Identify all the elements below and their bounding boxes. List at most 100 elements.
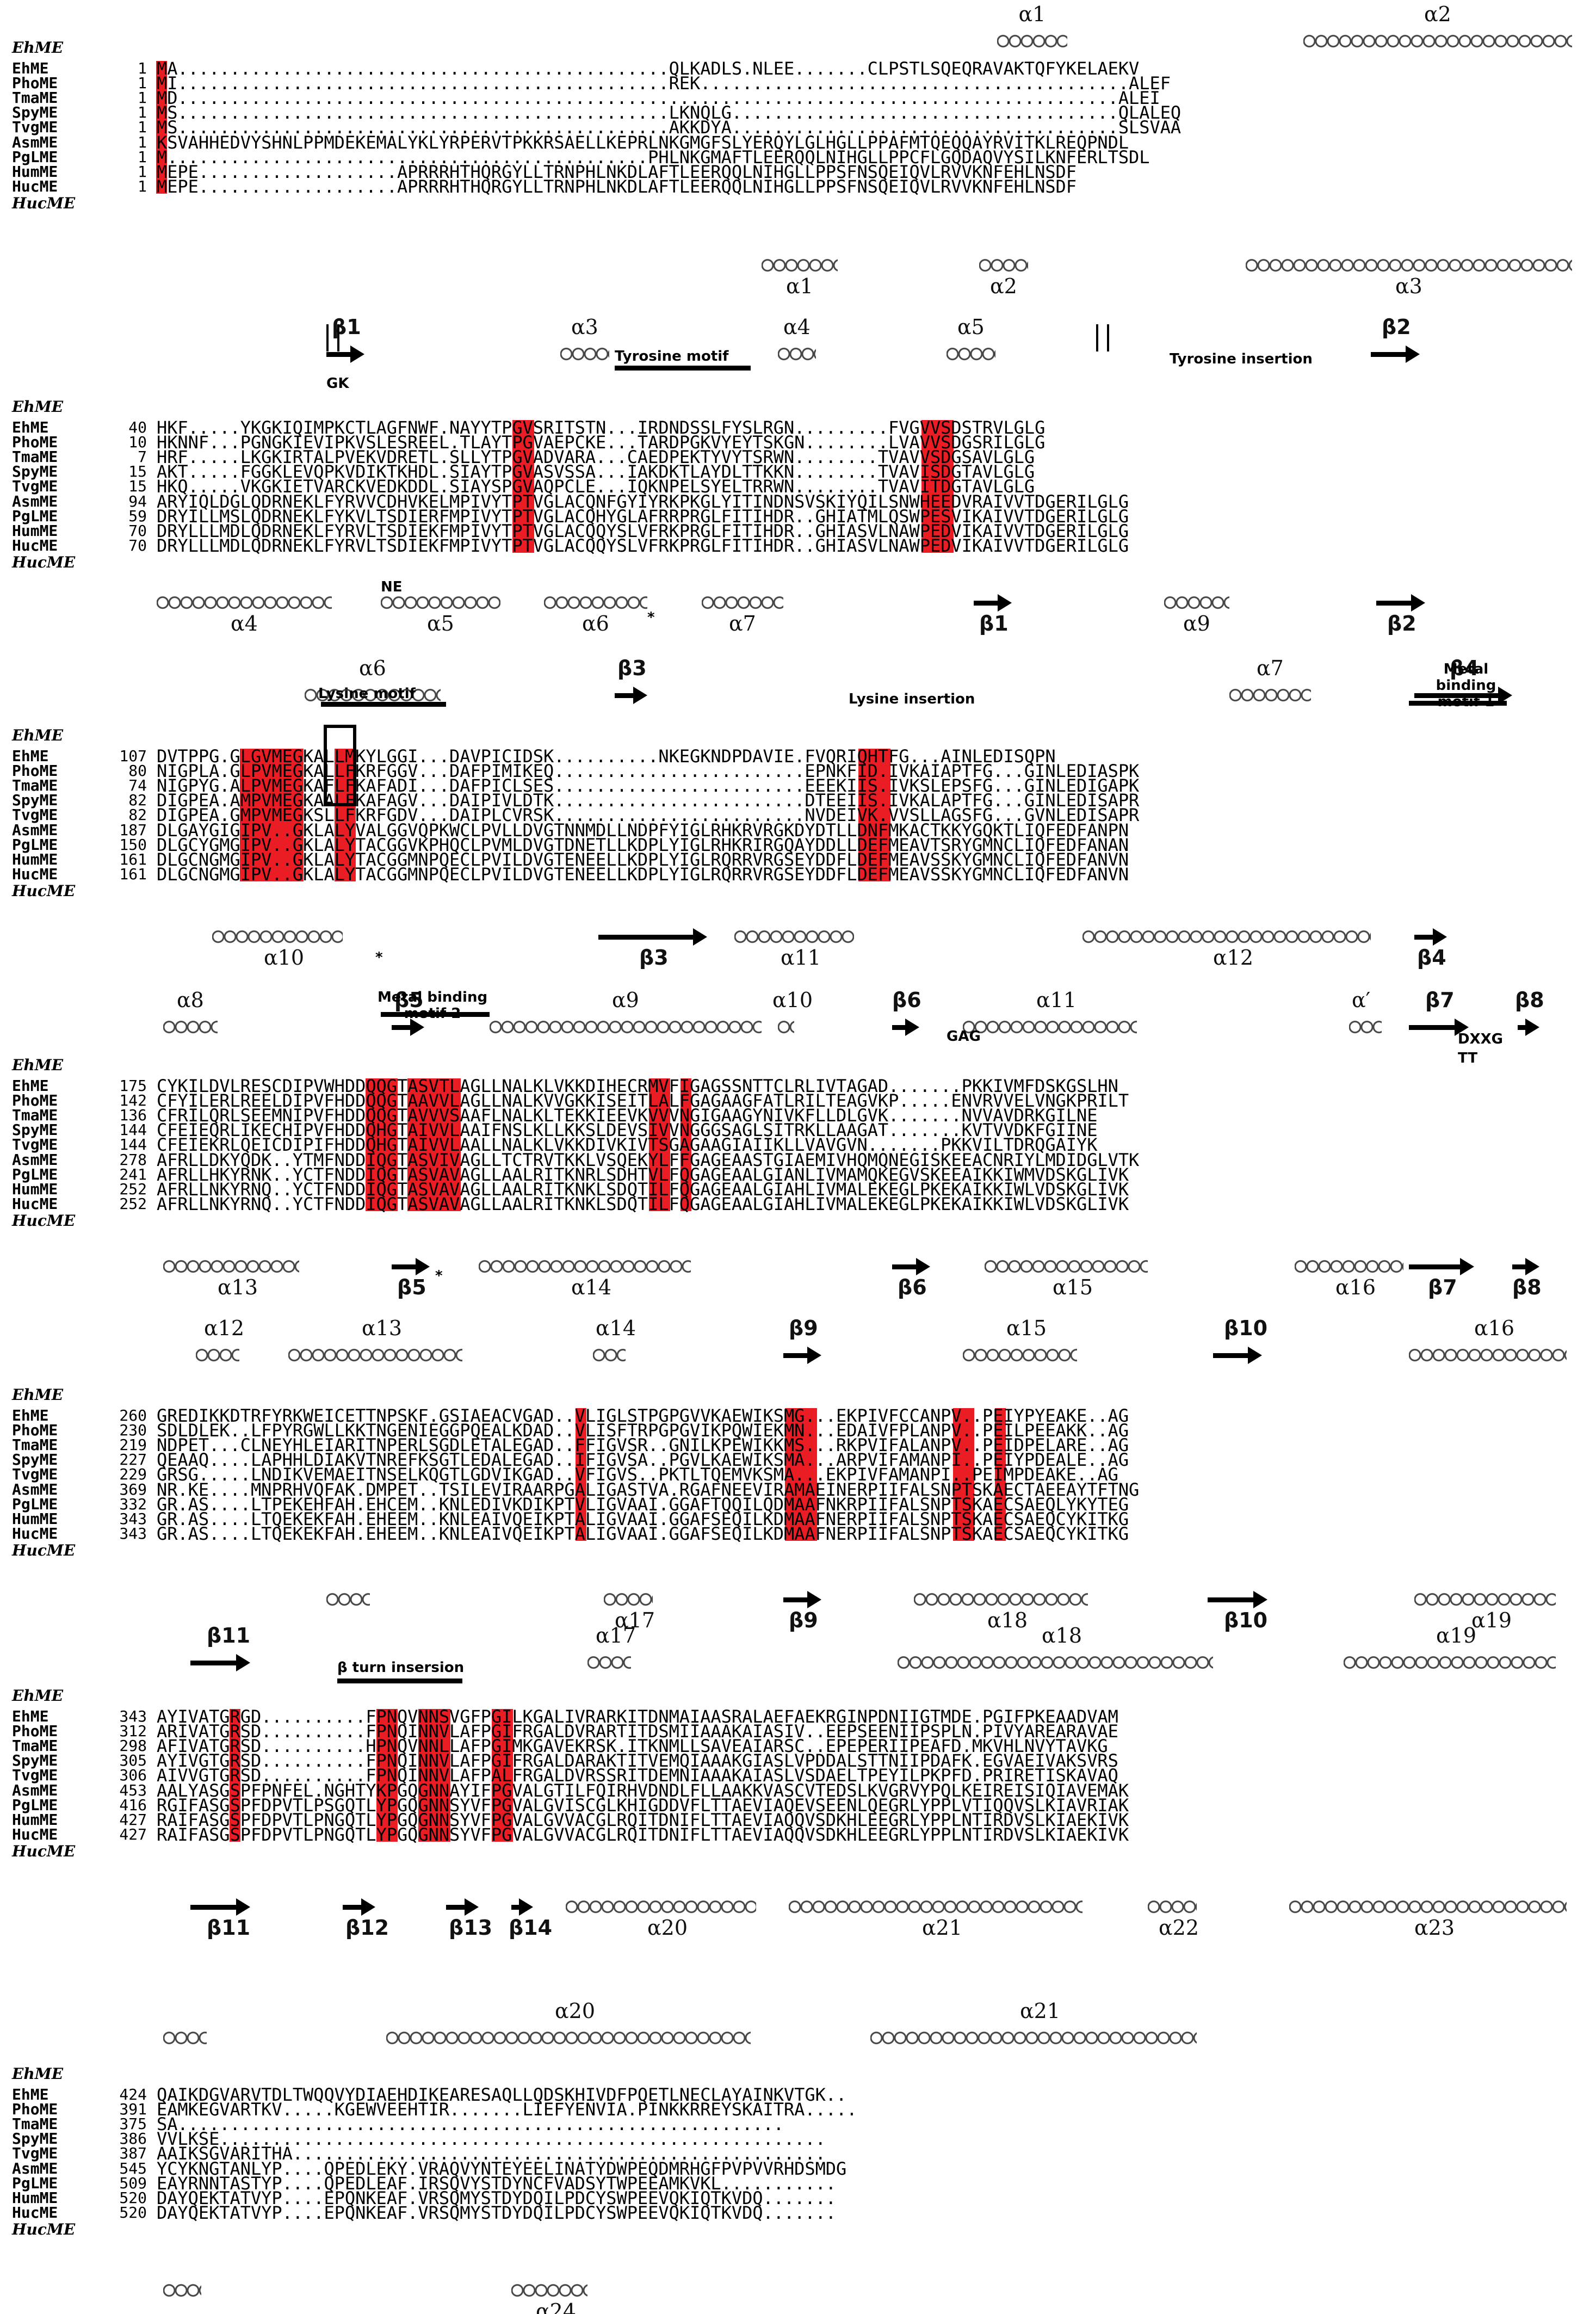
bottom-ss-label: α4 [231,612,258,635]
identity-column [994,1408,1006,1541]
species-name: EhME [12,418,49,436]
sequence-text: DIGPEA.GMPVMEGKSLLFKRFGDV...DAIPLCVRSK..… [157,805,1140,826]
bottom-ss-label: β13 [449,1916,493,1940]
residue-start: 227 [119,1451,147,1469]
annotation-bar [381,1012,490,1017]
species-name: PgLME [12,2174,58,2192]
residue-start: 369 [119,1480,147,1498]
alpha-helix-coil [1164,591,1229,610]
annotation-label: Metal binding motif 2 [377,989,488,1022]
alpha-helix-coil [1148,1895,1197,1915]
sequence-text: HKQ.....VKGKIETVARCKVEDKDDL.SIAYSPGVAQPC… [157,476,1035,497]
sequence-row: TvgME 82 DIGPEA.GMPVMEGKSLLFKRFGDV...DAIPL… [0,800,1596,830]
sequence-text: AYIVGTGRSD..........FPNQINNVLAFPGIFRGALD… [157,1750,1118,1772]
sequence-row: HumME 161 DLGCNGMGIPV..GKLALYTACGGMNPQECLP… [0,844,1596,875]
sequence-text: GR.AS....LTQEKEKFAH.EHEEM..KNLEAIVQEIKPT… [157,1508,1129,1529]
block-bottom-label: HucME [12,1211,76,1230]
top-ss-label: α19 [1436,1624,1477,1647]
block-top-label: EhME [12,39,64,57]
sequence-text: EAMKEGVARTKV.....KGEWVEEHTIR.......LIEFY… [157,2099,857,2120]
sequence-row: PgLME 416 RGIFASGSPFDPVTLPSGQTLYPGQGNNSYVF… [0,1790,1596,1821]
identity-column [229,1709,241,1842]
residue-start: 427 [119,1810,147,1829]
sequence-text: AFRLLNKYRNQ..YCTFNDDIQGTASVAVAGLLAALRITK… [157,1193,1129,1214]
species-name: HucME [12,1825,58,1843]
alpha-helix-coil [1344,1651,1556,1670]
species-name: EhME [12,1707,49,1725]
identity-column [942,420,954,553]
beta-strand-arrow [1414,925,1447,949]
sequence-text: M.......................................… [157,146,1150,168]
top-ss-label: α17 [596,1624,636,1647]
identity-column [282,749,293,881]
sequence-row: TvgME 387 AAIKSGVARITHA...................… [0,2138,1596,2169]
annotation-label: * [647,609,655,626]
annotation-label: Lysine insertion [849,691,975,707]
top-ss-label: α2 [1424,2,1451,26]
species-name: PgLME [12,835,58,854]
identity-column [439,1709,450,1842]
bottom-ss-label: β1 [979,612,1009,635]
alpha-helix-coil [604,1588,653,1607]
residue-start: 150 [119,835,147,854]
sequence-row: SpyME 144 CFEIEQRLIKECHIPVFHDDQHGTAIVVLAAI… [0,1115,1596,1145]
annotation-label: β turn insersion [337,1659,465,1676]
sequence-text: VVLKSE..................................… [157,2128,826,2150]
sequence-text: NDPET...CLNEYHLEIARITNPERLSGDLETALEGAD..… [157,1435,1129,1456]
block-top-label: EhME [12,2065,64,2083]
sequence-text: DLGCYGMGIPV..GKLALYTACGGVKPHQCLPVMLDVGTD… [157,834,1129,855]
beta-strand-arrow [892,1015,919,1039]
residue-start: 59 [128,507,147,525]
bottom-ss-label: β8 [1512,1275,1542,1299]
sequence-text: AYIVATGRGD..........FPNQVNNSVGFPGILKGALI… [157,1706,1118,1727]
beta-strand-arrow [190,1651,250,1675]
block-bottom-label: HucME [12,2220,76,2238]
alpha-helix-coil [1229,683,1311,703]
bottom-ss-label: α10 [264,946,305,970]
sequence-text: RGIFASGSPFDPVTLPSGQTLYPGQGNNSYVFPGVALGVI… [157,1794,1129,1816]
sequence-row: AsmME 278 AFRLLDKYQDK..YTMFNDDIQGTASVIVAGL… [0,1145,1596,1175]
species-name: SpyME [12,462,58,481]
residue-start: 94 [128,492,147,510]
residue-start: 229 [119,1465,147,1484]
beta-strand-arrow [343,1895,375,1919]
residue-start: 1 [138,74,147,92]
annotation-bar [615,366,751,371]
annotation-bar [1409,701,1507,706]
beta-strand-arrow [1518,1015,1539,1039]
sequence-row: EhME 107 DVTPPG.GLGVMEGKALLMKYLGGI...DAVPI… [0,741,1596,772]
bottom-ss-label: α16 [1335,1275,1376,1299]
identity-column [429,1709,440,1842]
alpha-helix-coil [778,342,816,362]
top-ss-label: α11 [1036,988,1077,1012]
residue-start: 1 [138,162,147,181]
species-name: TvgME [12,2144,58,2163]
sequence-text: MEPE...................APRRRHTHQRGYLLTRN… [157,161,1077,182]
residue-start: 15 [128,462,147,481]
species-name: HucME [12,536,58,554]
identity-column [512,420,524,553]
species-name: SpyME [12,1751,58,1770]
alpha-helix-coil [326,1588,370,1607]
species-name: SpyME [12,2130,58,2148]
species-name: HucME [12,177,58,195]
annotation-label: GK [326,375,349,392]
sequence-text: DVTPPG.GLGVMEGKALLMKYLGGI...DAVPICIDSK..… [157,746,1056,767]
species-name: TvgME [12,1136,58,1154]
top-ss-label: α4 [783,315,811,339]
species-name: EhME [12,59,49,77]
bottom-ss-label: β2 [1387,612,1416,635]
residue-start: 80 [128,762,147,780]
bottom-ss-label: α5 [427,612,454,635]
alpha-helix-coil [1289,1895,1567,1915]
sequence-text: CYKILDVLRESCDIPVWHDDQQGTASVTLAGLLNALKLVK… [157,1076,1118,1096]
identity-column [366,1078,377,1211]
identity-column [240,749,251,881]
annotation-label: Lysine motif [318,686,416,702]
sequence-row: PhoME 1 MI................................… [0,68,1596,98]
top-ss-label: α10 [772,988,813,1012]
sequence-row: PgLME 332 GR.AS....LTPEKEHFAH.EHCEM..KNLED… [0,1489,1596,1520]
identity-column [250,749,262,881]
alpha-helix-coil [914,1588,1088,1607]
